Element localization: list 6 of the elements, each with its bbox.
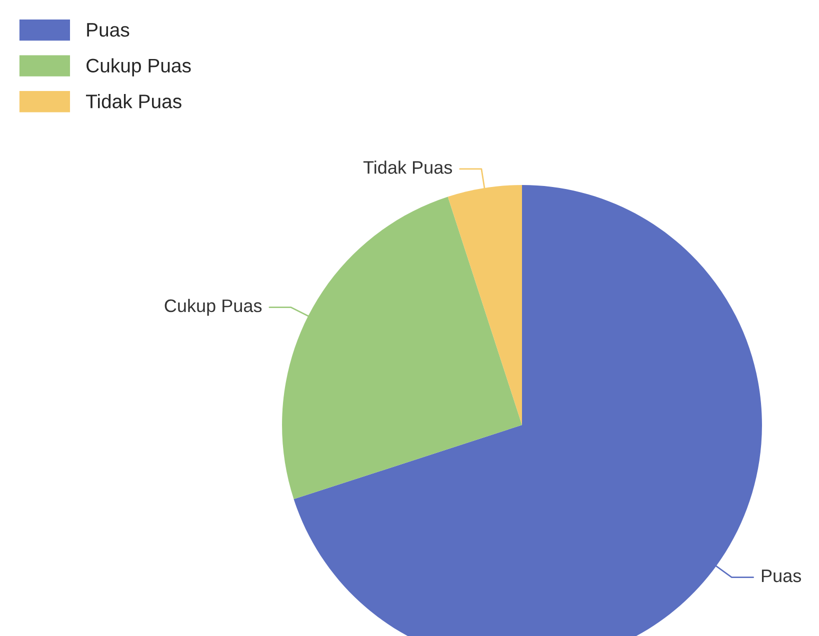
legend-label: Puas [87,23,130,37]
legend-label: Tidak Puas [86,94,182,108]
legend-label: Cukup Puas [86,58,191,76]
slice-label: Cukup Puas [164,298,262,316]
slice-label: Puas [762,570,801,582]
slice-label: Tidak Puas [363,160,452,174]
